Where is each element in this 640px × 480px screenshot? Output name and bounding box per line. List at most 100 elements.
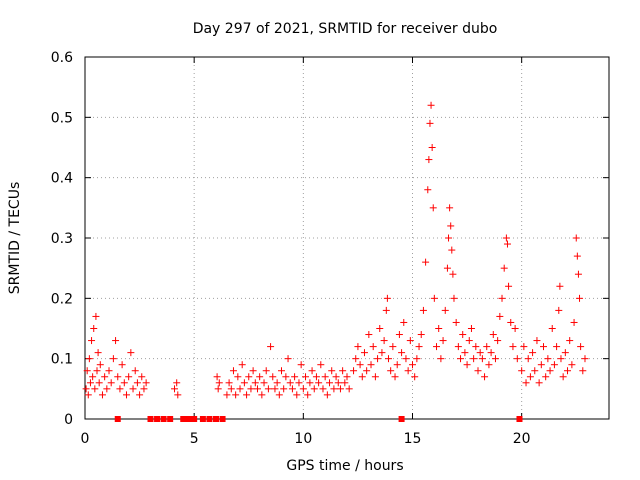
data-point xyxy=(411,373,419,381)
data-point xyxy=(568,361,576,369)
chart-title: Day 297 of 2021, SRMTID for receiver dub… xyxy=(193,21,498,37)
data-point xyxy=(424,186,432,194)
data-point xyxy=(450,294,458,302)
data-point xyxy=(321,373,329,381)
data-point xyxy=(332,373,340,381)
data-point xyxy=(88,337,96,345)
data-point xyxy=(472,343,480,351)
data-point xyxy=(425,156,433,164)
data-point xyxy=(284,355,292,363)
data-point xyxy=(433,343,441,351)
data-point xyxy=(136,391,144,399)
data-point xyxy=(459,331,467,339)
data-point xyxy=(334,379,342,387)
data-point xyxy=(341,379,349,387)
data-point xyxy=(264,385,272,393)
data-point xyxy=(526,373,534,381)
data-point xyxy=(542,373,550,381)
axis-ticks: 0 0.1 0.2 0.3 0.4 0.5 0.6 0 5 10 15 20 xyxy=(51,50,609,447)
y-tick-label: 0.4 xyxy=(51,171,73,187)
zero-point xyxy=(516,416,523,422)
data-point xyxy=(430,294,438,302)
data-point xyxy=(107,379,115,387)
y-tick-label: 0.1 xyxy=(51,352,73,368)
y-tick-label: 0.6 xyxy=(51,50,73,66)
data-point xyxy=(389,343,397,351)
data-point xyxy=(315,379,323,387)
data-point xyxy=(449,270,457,278)
data-point xyxy=(171,385,179,393)
data-point xyxy=(317,361,325,369)
data-point xyxy=(258,391,266,399)
data-point xyxy=(513,355,521,363)
data-point xyxy=(223,391,231,399)
data-point xyxy=(275,391,283,399)
data-point xyxy=(476,349,484,357)
data-point xyxy=(125,373,133,381)
data-point xyxy=(579,367,587,375)
data-point xyxy=(419,306,427,314)
data-point xyxy=(576,294,584,302)
data-point xyxy=(238,361,246,369)
data-point xyxy=(557,355,565,363)
data-point xyxy=(546,367,554,375)
y-tick-label: 0.2 xyxy=(51,291,73,307)
data-point xyxy=(138,373,146,381)
data-point xyxy=(308,367,316,375)
data-point xyxy=(474,367,482,375)
y-tick-label: 0.5 xyxy=(51,110,73,126)
data-point xyxy=(540,343,547,351)
data-point xyxy=(92,312,100,320)
data-point xyxy=(487,349,495,357)
data-point xyxy=(577,343,585,351)
data-point xyxy=(529,349,537,357)
data-point xyxy=(173,379,181,387)
data-point xyxy=(427,101,435,109)
data-point xyxy=(496,312,504,320)
data-point xyxy=(109,355,117,363)
data-point xyxy=(142,379,150,387)
data-point xyxy=(422,258,430,266)
data-point xyxy=(398,349,406,357)
data-point xyxy=(306,379,314,387)
data-point xyxy=(505,282,513,290)
data-point xyxy=(435,325,443,332)
data-point xyxy=(256,373,264,381)
data-point xyxy=(483,343,491,351)
zero-point xyxy=(147,416,154,422)
data-point xyxy=(82,385,90,393)
zero-point xyxy=(398,416,405,422)
data-point xyxy=(374,355,382,363)
data-point xyxy=(537,361,545,369)
data-point xyxy=(428,144,436,151)
data-point xyxy=(310,385,318,393)
data-point xyxy=(232,391,240,399)
data-point xyxy=(328,367,336,375)
data-point xyxy=(553,343,561,351)
data-point xyxy=(498,294,506,302)
data-point xyxy=(445,234,453,242)
data-point xyxy=(94,349,102,357)
zero-point xyxy=(219,416,226,422)
data-point xyxy=(95,379,103,387)
data-point xyxy=(413,355,421,363)
y-axis-label: SRMTID / TECUs xyxy=(7,182,23,295)
data-point xyxy=(509,343,517,351)
y-tick-label: 0.3 xyxy=(51,231,73,247)
data-point xyxy=(395,331,403,339)
data-point xyxy=(86,379,94,387)
x-tick-label: 20 xyxy=(513,431,531,447)
data-point xyxy=(245,373,253,381)
data-point xyxy=(531,367,539,375)
data-point xyxy=(467,325,475,332)
data-point xyxy=(507,318,515,326)
data-point xyxy=(352,355,360,363)
data-point xyxy=(350,367,358,375)
data-point xyxy=(133,379,141,387)
data-point xyxy=(369,343,377,351)
data-point xyxy=(118,361,126,369)
data-point xyxy=(402,355,410,363)
data-point xyxy=(339,367,347,375)
data-point xyxy=(293,391,301,399)
data-point xyxy=(572,234,580,242)
